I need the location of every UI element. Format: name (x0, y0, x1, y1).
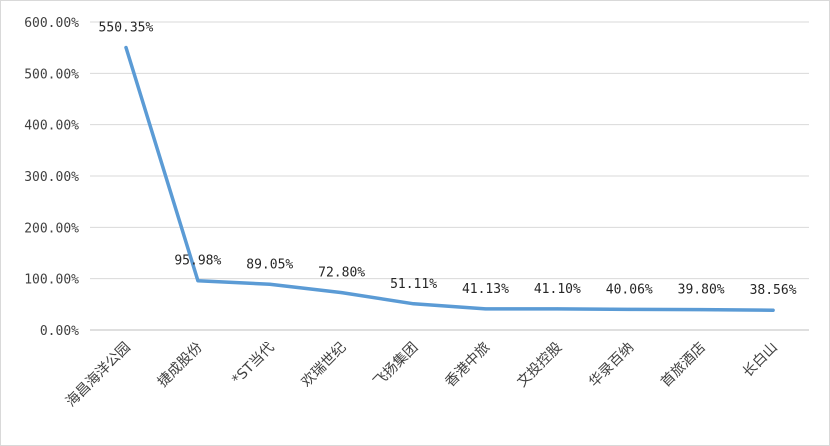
data-label: 41.10% (534, 282, 581, 297)
data-label: 72.80% (318, 266, 365, 281)
y-tick-label: 200.00% (24, 221, 79, 236)
data-point (412, 302, 416, 306)
y-tick-label: 0.00% (40, 324, 79, 339)
y-tick-label: 400.00% (24, 119, 79, 134)
data-point (340, 291, 344, 295)
data-point (555, 307, 559, 311)
x-tick-label: 欢瑞世纪 (299, 340, 350, 391)
x-tick-label: 首旅酒店 (658, 340, 709, 391)
data-point (771, 308, 775, 312)
x-tick-label: 长白山 (740, 340, 781, 381)
data-point (699, 308, 703, 312)
data-label: 41.13% (462, 282, 509, 297)
data-label: 38.56% (750, 283, 797, 298)
data-point (196, 279, 200, 283)
y-tick-label: 600.00% (24, 16, 79, 31)
data-point (268, 282, 272, 286)
data-point (124, 45, 128, 49)
x-tick-label: 香港中旅 (442, 340, 493, 391)
y-tick-label: 100.00% (24, 273, 79, 288)
y-tick-label: 300.00% (24, 170, 79, 185)
x-tick-label: *ST当代 (229, 340, 277, 388)
x-tick-label: 华录百纳 (586, 340, 637, 391)
data-label: 89.05% (246, 257, 293, 272)
data-label: 95.98% (174, 254, 221, 269)
data-label: 550.35% (99, 20, 154, 35)
x-tick-label: 飞扬集团 (370, 339, 422, 391)
y-tick-label: 500.00% (24, 67, 79, 82)
data-label: 51.11% (390, 277, 437, 292)
data-label: 40.06% (606, 282, 653, 297)
x-tick-label: 文投控股 (514, 340, 565, 391)
data-point (627, 307, 631, 311)
data-point (483, 307, 487, 311)
x-tick-label: 海昌海洋公园 (63, 340, 134, 411)
x-tick-label: 捷成股份 (155, 340, 206, 391)
series-line (124, 45, 775, 312)
data-label: 39.80% (678, 283, 725, 298)
